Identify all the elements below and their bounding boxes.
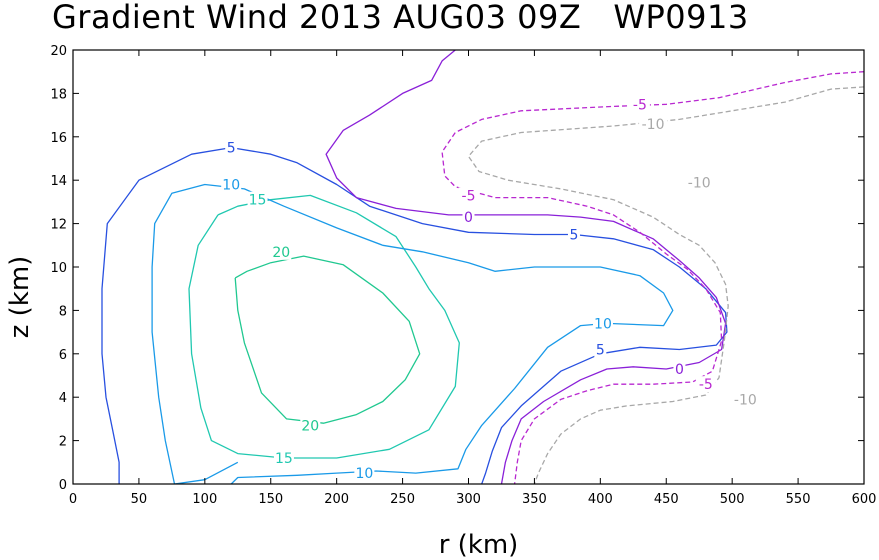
y-tick-label: 16 <box>50 131 67 146</box>
y-tick-label: 0 <box>59 478 67 493</box>
contour-label-bg <box>639 115 668 132</box>
contour-label: 0 <box>464 210 473 226</box>
contour-label-bg <box>592 315 613 332</box>
contour-label: -10 <box>688 175 711 191</box>
x-tick-label: 100 <box>192 492 217 507</box>
contour-label: 5 <box>596 342 605 358</box>
contour-label: -5 <box>633 97 647 113</box>
plot-frame <box>72 49 865 485</box>
contour-label: 10 <box>222 178 240 194</box>
x-axis-title: r (km) <box>439 530 519 560</box>
contour-label: 10 <box>594 316 612 332</box>
y-tick-label: 14 <box>50 174 67 189</box>
contour-label-bg <box>273 449 294 466</box>
x-tick-label: 250 <box>390 492 415 507</box>
contour-line-0 <box>325 50 727 484</box>
y-tick-label: 4 <box>59 391 67 406</box>
contour-label: -5 <box>699 377 713 393</box>
contour-label-bg <box>695 376 716 393</box>
contour-label: 5 <box>227 141 236 157</box>
contour-label-bg <box>629 96 650 113</box>
contour-label-bg <box>462 209 475 226</box>
chart-title: Gradient Wind 2013 AUG03 09Z WP0913 <box>52 0 749 36</box>
contour-label-bg <box>354 465 375 482</box>
contour-line-neg10 <box>467 86 864 484</box>
x-tick-label: 400 <box>588 492 613 507</box>
x-tick-label: 0 <box>69 492 77 507</box>
contour-label: 20 <box>301 418 319 434</box>
contour-label: 0 <box>675 362 684 378</box>
contour-label-bg <box>247 191 268 208</box>
x-tick-label: 200 <box>324 492 349 507</box>
contour-label-bg <box>594 341 607 358</box>
contour-label: -10 <box>734 392 757 408</box>
x-tick-label: 500 <box>720 492 745 507</box>
contour-line-10 <box>151 183 674 484</box>
x-tick-label: 350 <box>522 492 547 507</box>
y-tick-label: 20 <box>50 44 67 59</box>
y-tick-label: 10 <box>50 261 67 276</box>
x-tick-label: 450 <box>654 492 679 507</box>
contour-line-neg5 <box>441 71 864 484</box>
contour-line-15 <box>188 194 460 459</box>
y-axis-title: z (km) <box>5 256 35 339</box>
y-tick-label: 2 <box>59 435 67 450</box>
contour-label: 15 <box>249 193 267 209</box>
contour-label: 20 <box>272 245 290 261</box>
contour-label-bg <box>458 187 479 204</box>
x-tick-label: 300 <box>456 492 481 507</box>
y-tick-label: 6 <box>59 348 67 363</box>
contour-line-20 <box>234 255 421 424</box>
contour-line-5 <box>101 146 728 484</box>
x-tick-label: 50 <box>131 492 148 507</box>
contour-label-bg <box>300 417 321 434</box>
contour-label-bg <box>673 360 686 377</box>
y-tick-label: 8 <box>59 304 67 319</box>
contour-label: -5 <box>462 188 476 204</box>
contour-label-bg <box>221 176 242 193</box>
contour-label: 10 <box>355 466 373 482</box>
x-tick-label: 550 <box>786 492 811 507</box>
y-tick-label: 18 <box>50 87 67 102</box>
contour-label: 5 <box>570 227 579 243</box>
contour-label-bg <box>731 391 760 408</box>
contour-label-bg <box>271 243 292 260</box>
x-tick-label: 150 <box>258 492 283 507</box>
y-tick-label: 12 <box>50 218 67 233</box>
contour-label: 15 <box>275 451 293 467</box>
contour-label-bg <box>567 226 580 243</box>
x-tick-label: 600 <box>852 492 877 507</box>
contour-label: -10 <box>642 117 665 133</box>
contour-label-bg <box>225 139 238 156</box>
contour-label-bg <box>685 174 714 191</box>
